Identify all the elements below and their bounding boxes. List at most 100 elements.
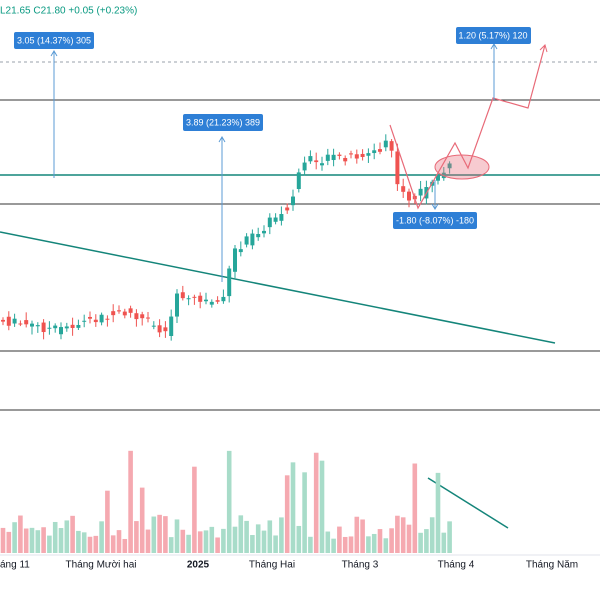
volume-bar xyxy=(418,532,423,553)
candle-body xyxy=(256,233,261,238)
volume-bar xyxy=(226,450,232,553)
volume-bar xyxy=(23,528,29,553)
candle-body xyxy=(169,316,174,336)
volume-bar xyxy=(441,532,447,553)
arrow-head xyxy=(539,44,548,53)
candle-body xyxy=(111,311,116,316)
volume-bar xyxy=(12,522,17,553)
highlight-ellipse xyxy=(434,154,490,180)
volume-bar xyxy=(105,490,110,553)
candle-body xyxy=(30,323,34,327)
candle-body xyxy=(186,298,191,300)
candle-body xyxy=(76,324,81,328)
candle-body xyxy=(250,233,255,246)
volume-bar xyxy=(232,526,238,553)
candle-body xyxy=(128,308,133,313)
candle-body xyxy=(273,217,278,222)
volume-bar xyxy=(168,537,174,553)
volume-bar xyxy=(412,463,418,553)
volume-trend-line xyxy=(427,477,509,529)
candle-body xyxy=(204,299,208,302)
volume-bar xyxy=(435,472,441,553)
volume-bar xyxy=(35,530,41,553)
label-box xyxy=(14,32,94,49)
volume-bar xyxy=(395,515,400,553)
projection xyxy=(389,44,548,210)
candle-body xyxy=(285,207,290,211)
candle-body xyxy=(436,175,440,181)
volume-bar xyxy=(47,535,52,553)
volume-bar xyxy=(331,538,336,553)
candle-body xyxy=(244,236,249,245)
volume-bar xyxy=(221,528,226,553)
measure-label: 1.20 (5.17%) 120 xyxy=(458,30,527,40)
volume-bar xyxy=(255,524,261,553)
candle-body xyxy=(221,296,226,302)
candle-body xyxy=(331,154,336,161)
candle-body xyxy=(99,314,104,323)
volume-bar xyxy=(244,520,249,553)
volume-bar xyxy=(273,535,278,553)
candle-body xyxy=(105,318,110,320)
volume-bar xyxy=(279,517,284,553)
candle-body xyxy=(308,156,313,162)
volume-bar xyxy=(99,521,104,553)
measure-label: 3.89 (21.23%) 389 xyxy=(186,117,260,127)
volume-bar xyxy=(163,516,168,553)
volume-bar xyxy=(319,460,325,553)
time-label: Tháng 4 xyxy=(438,560,475,571)
volume-bar xyxy=(209,526,215,553)
candle-body xyxy=(82,320,87,322)
volume-bar xyxy=(70,515,75,553)
candle-body xyxy=(122,311,127,316)
volume-bar xyxy=(197,531,203,553)
candle-body xyxy=(163,327,168,332)
volume-bar xyxy=(157,514,162,553)
volume-bar xyxy=(64,520,70,553)
volume-bar xyxy=(308,536,313,553)
candle-body xyxy=(343,157,348,162)
measure-labels: 3.05 (14.37%) 305 3.89 (21.23%) 389 1.20… xyxy=(14,27,531,229)
arrow-head xyxy=(431,203,439,210)
candle-body xyxy=(418,188,423,196)
candle-body xyxy=(296,172,301,189)
volume-bar xyxy=(215,537,220,553)
volume-bar xyxy=(87,536,93,553)
volume-bar xyxy=(139,487,145,553)
volume-bar xyxy=(128,450,133,553)
volume-bar xyxy=(52,521,58,553)
candle-body xyxy=(267,217,272,228)
volume-bar xyxy=(348,536,354,553)
volume-bar xyxy=(337,526,342,553)
candle-body xyxy=(262,230,266,234)
candle-body xyxy=(41,322,46,333)
volume-bar xyxy=(360,519,365,553)
volume-bar xyxy=(76,530,81,553)
candle-body xyxy=(180,292,185,299)
candle-body xyxy=(157,325,162,333)
volume-bar xyxy=(145,529,151,553)
candle-body xyxy=(372,150,377,154)
label-box xyxy=(456,27,531,44)
candle-body xyxy=(64,326,69,329)
candle-body xyxy=(53,325,58,329)
volume-bar xyxy=(377,529,383,553)
label-box xyxy=(393,212,477,229)
candle-body xyxy=(70,324,75,328)
drawing-lines xyxy=(0,61,600,529)
volume-bar xyxy=(174,519,180,553)
candle-body xyxy=(291,196,295,206)
volume-bar xyxy=(58,528,64,553)
candle-body xyxy=(140,314,145,319)
candle-body xyxy=(227,268,232,297)
candle-body xyxy=(238,249,243,253)
volume-bar xyxy=(116,530,122,553)
time-label: Tháng Hai xyxy=(249,560,295,571)
candle-body xyxy=(395,151,400,185)
volume-bar xyxy=(261,530,267,553)
candles xyxy=(1,134,452,341)
candle-body xyxy=(447,163,452,169)
volume-bar xyxy=(250,535,255,553)
volume-bar xyxy=(0,527,6,553)
volume-bar xyxy=(371,533,377,553)
